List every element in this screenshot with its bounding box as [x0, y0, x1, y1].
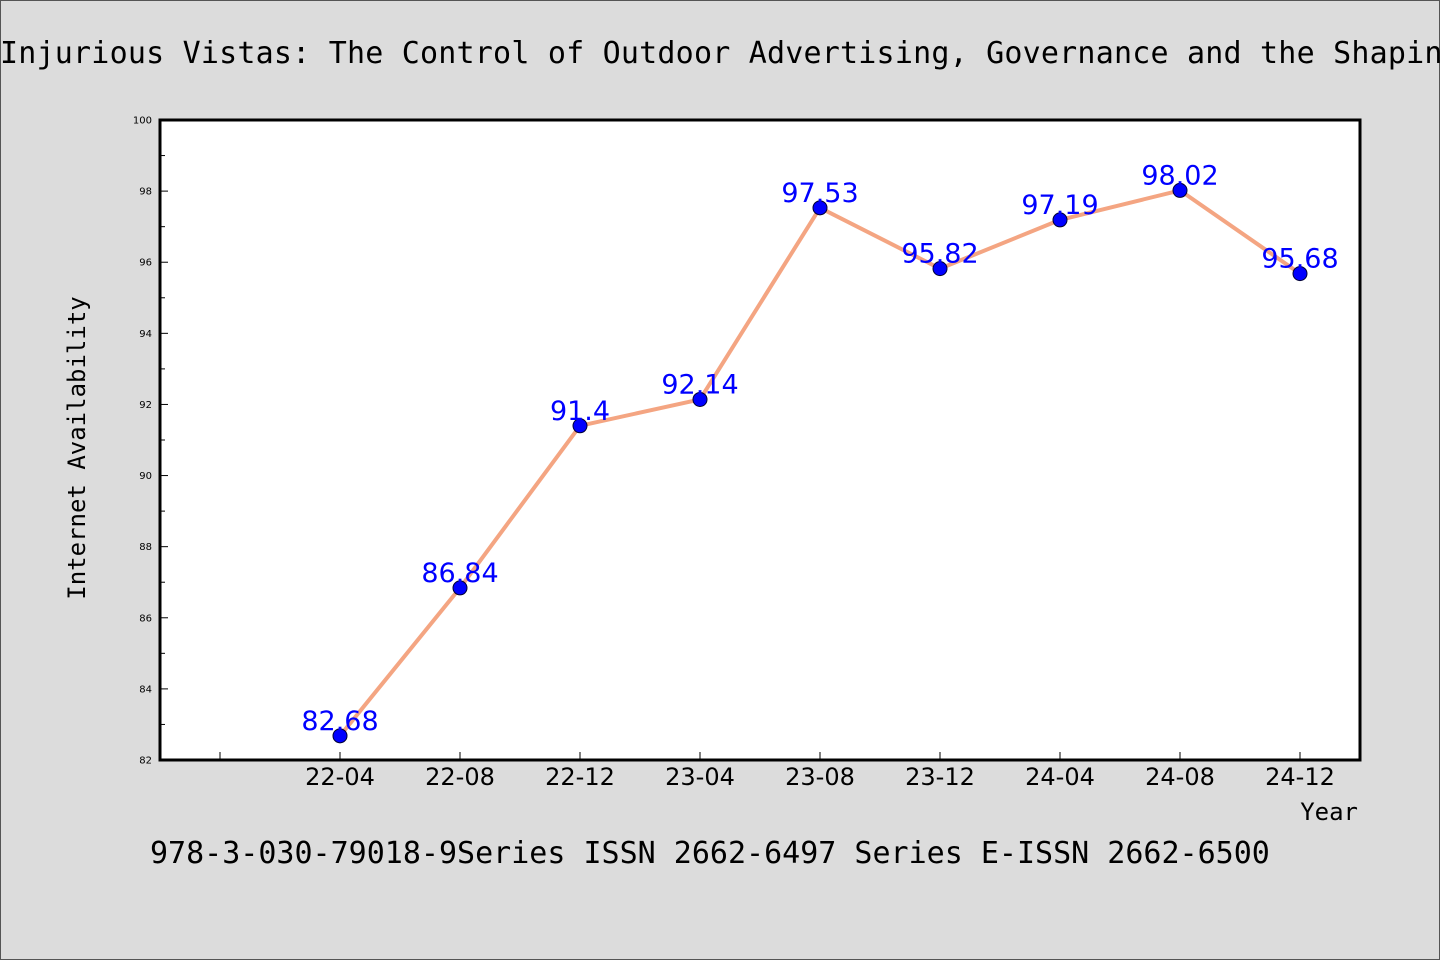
x-axis: 22-04 22-08 22-12 23-04 23-08 23-12 24-04 24-08…: [219, 752, 1335, 791]
data-point: [1292, 266, 1308, 282]
y-tick-label: 96: [139, 258, 152, 269]
y-tick-label: 84: [139, 684, 152, 695]
x-tick-label: 22-08: [425, 763, 495, 791]
x-tick-label: 23-08: [785, 763, 855, 791]
x-axis-label: Year: [1300, 798, 1358, 826]
y-tick-label: 92: [139, 400, 152, 411]
data-label: 91.4: [550, 396, 610, 427]
y-tick-label: 86: [139, 613, 152, 624]
plot-area: [160, 120, 1360, 760]
x-tick-label: 24-12: [1265, 763, 1335, 791]
x-tick-label: 24-08: [1145, 763, 1215, 791]
data-point: [332, 728, 348, 744]
footer-text: 978-3-030-79018-9Series ISSN 2662-6497 S…: [150, 836, 1270, 871]
data-point: [452, 580, 468, 596]
series: 82.68 86.84 91.4 92.14 97.53 95.82 97.19 98.02 9…: [301, 160, 1339, 744]
x-tick-label: 23-12: [905, 763, 975, 791]
data-point: [812, 200, 828, 216]
data-point: [572, 418, 588, 434]
y-tick-label: 88: [139, 542, 152, 553]
chart-title: Injurious Vistas: The Control of Outdoor…: [0, 36, 1440, 71]
y-tick-label: 90: [139, 471, 152, 482]
data-label: 95.68: [1261, 244, 1338, 275]
data-label: 82.68: [301, 706, 378, 737]
data-label: 98.02: [1141, 160, 1218, 191]
x-tick-label: 23-04: [665, 763, 735, 791]
data-point: [932, 261, 948, 277]
x-tick-label: 24-04: [1025, 763, 1095, 791]
y-tick-label: 82: [139, 756, 152, 767]
x-tick-label: 22-12: [545, 763, 615, 791]
y-axis-label: Internet Availability: [63, 296, 91, 599]
plot-border: [158, 118, 1362, 762]
data-point: [692, 391, 708, 407]
y-tick-label: 94: [139, 329, 152, 340]
data-point: [1172, 182, 1188, 198]
x-tick-label: 22-04: [305, 763, 375, 791]
data-point: [1052, 212, 1068, 228]
data-label: 97.53: [781, 178, 858, 209]
data-label: 97.19: [1021, 190, 1098, 221]
y-tick-label: 100: [133, 116, 152, 127]
data-label: 86.84: [421, 558, 498, 589]
y-tick-label: 98: [139, 187, 152, 198]
data-label: 95.82: [901, 239, 978, 270]
data-label: 92.14: [661, 369, 738, 400]
